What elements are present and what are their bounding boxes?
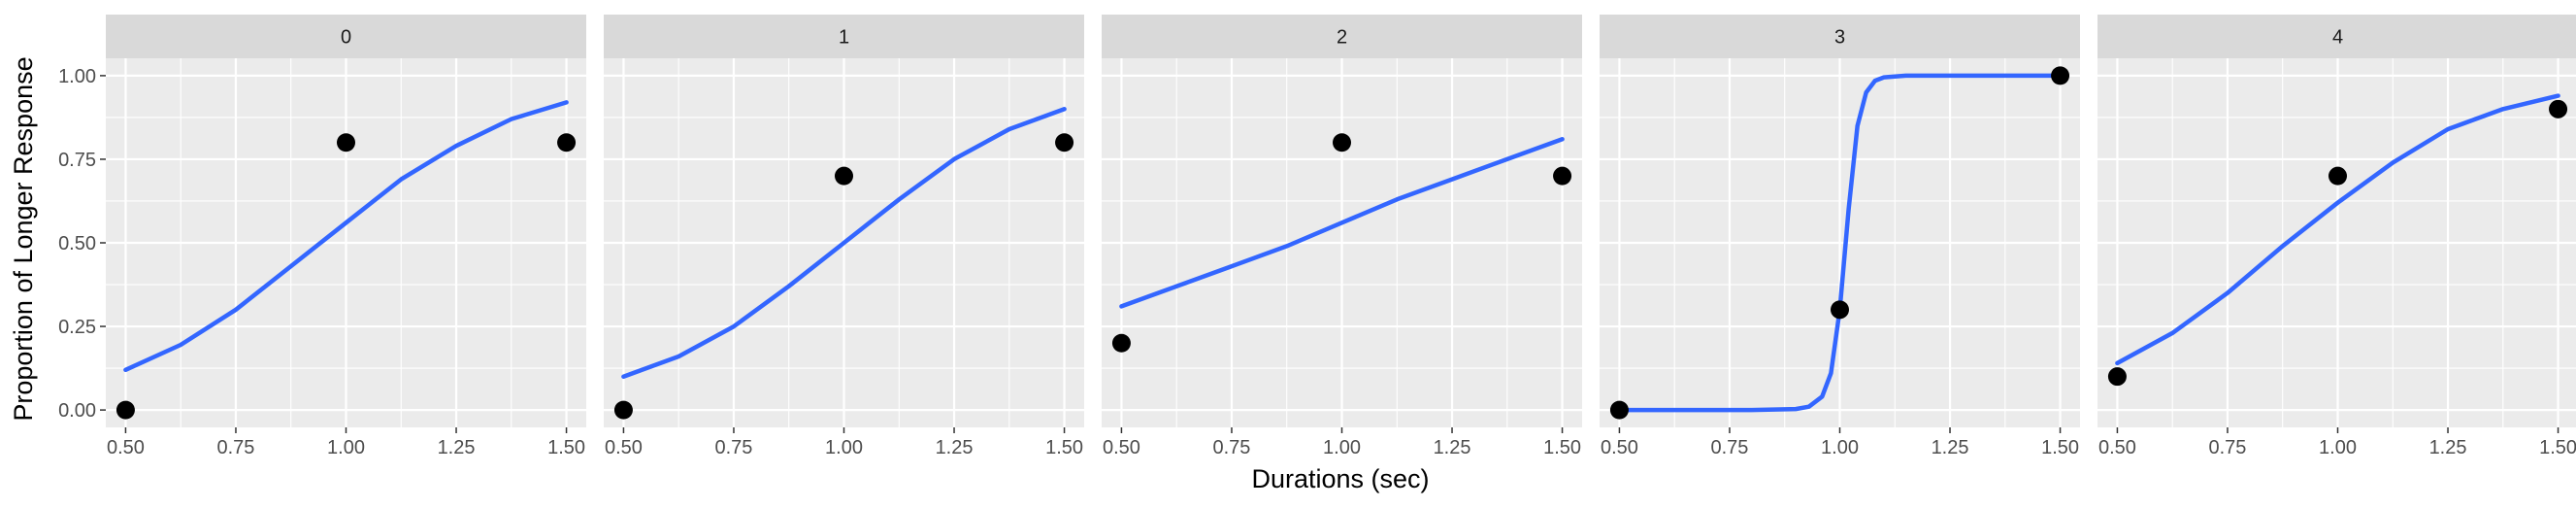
facet-panel-4: 4 0.50 0.75 1.00 1.25 1.50 bbox=[2097, 15, 2576, 458]
y-tick-label: 0.50 bbox=[58, 233, 96, 254]
x-tick-label: 0.75 bbox=[1710, 437, 1748, 458]
x-tick-label: 0.50 bbox=[107, 437, 145, 458]
data-point bbox=[557, 133, 577, 152]
data-point bbox=[2107, 367, 2127, 387]
facet-panel-2: 2 0.50 0.75 1.00 1.25 1.50 bbox=[1102, 15, 1582, 458]
x-tick-label: 1.25 bbox=[438, 437, 476, 458]
facet-panel-0: 0 0.50 0.75 1.00 1.25 1.50 bbox=[106, 15, 586, 458]
fit-curve bbox=[123, 100, 569, 373]
data-point bbox=[1111, 333, 1131, 353]
y-tick-label: 0.75 bbox=[58, 150, 96, 171]
x-tick-label: 1.50 bbox=[547, 437, 585, 458]
data-point bbox=[613, 400, 633, 420]
data-point bbox=[835, 166, 853, 186]
y-tick-label: 0.00 bbox=[58, 400, 96, 422]
facet-strip-label: 1 bbox=[839, 27, 849, 49]
facet-strip bbox=[1102, 15, 1582, 58]
data-point bbox=[1609, 400, 1629, 420]
x-tick-label: 0.50 bbox=[605, 437, 643, 458]
x-tick-label: 1.00 bbox=[2319, 437, 2357, 458]
x-tick-label: 1.50 bbox=[2539, 437, 2576, 458]
data-point bbox=[337, 133, 355, 152]
x-tick-label: 0.50 bbox=[1601, 437, 1638, 458]
x-tick-label: 1.25 bbox=[936, 437, 974, 458]
x-tick-label: 1.50 bbox=[1543, 437, 1581, 458]
fit-curve bbox=[1617, 73, 2063, 413]
data-point bbox=[2328, 166, 2347, 186]
x-tick-label: 1.00 bbox=[1821, 437, 1859, 458]
x-tick-label: 1.00 bbox=[825, 437, 863, 458]
data-point bbox=[2549, 99, 2568, 119]
x-tick-label: 1.00 bbox=[1323, 437, 1361, 458]
x-tick-label: 1.25 bbox=[2429, 437, 2467, 458]
facet-panel-1: 1 0.50 0.75 1.00 1.25 1.50 bbox=[604, 15, 1084, 458]
x-tick-label: 1.25 bbox=[1932, 437, 1969, 458]
panels-layer: 0.00 0.25 0.50 0.75 1.00 0 0.50 0.75 1.00 1.25 1.5… bbox=[58, 15, 2576, 458]
x-tick-label: 1.00 bbox=[327, 437, 365, 458]
x-tick-label: 1.25 bbox=[1434, 437, 1471, 458]
data-point bbox=[2051, 66, 2070, 85]
facet-strip-label: 0 bbox=[341, 27, 351, 49]
x-tick-label: 0.75 bbox=[2208, 437, 2246, 458]
x-tick-label: 0.75 bbox=[1212, 437, 1250, 458]
facet-strip bbox=[604, 15, 1084, 58]
y-axis-title: Proportion of Longer Response bbox=[9, 56, 38, 421]
x-tick-label: 0.50 bbox=[2098, 437, 2136, 458]
facet-strip-label: 3 bbox=[1834, 27, 1845, 49]
x-tick-label: 1.50 bbox=[1045, 437, 1083, 458]
facet-strip bbox=[2097, 15, 2576, 58]
x-axis-title: Durations (sec) bbox=[1251, 464, 1429, 493]
x-tick-label: 0.75 bbox=[714, 437, 752, 458]
data-point bbox=[1553, 166, 1572, 186]
facet-strip-label: 4 bbox=[2332, 27, 2343, 49]
fit-curve bbox=[621, 107, 1067, 379]
data-point bbox=[116, 400, 135, 420]
y-tick-label: 0.25 bbox=[58, 317, 96, 338]
data-point bbox=[1333, 133, 1351, 152]
fit-curve bbox=[2115, 93, 2560, 366]
facet-strip-label: 2 bbox=[1337, 27, 1347, 49]
data-point bbox=[1055, 133, 1074, 152]
data-point bbox=[1831, 300, 1849, 320]
y-tick-label: 1.00 bbox=[58, 66, 96, 87]
facet-strip bbox=[106, 15, 586, 58]
facet-strip bbox=[1600, 15, 2080, 58]
x-tick-label: 1.50 bbox=[2041, 437, 2079, 458]
x-tick-label: 0.75 bbox=[216, 437, 254, 458]
x-tick-label: 0.50 bbox=[1103, 437, 1140, 458]
facet-panel-3: 3 0.50 0.75 1.00 1.25 1.50 bbox=[1600, 15, 2080, 458]
fit-curve bbox=[1119, 137, 1565, 309]
